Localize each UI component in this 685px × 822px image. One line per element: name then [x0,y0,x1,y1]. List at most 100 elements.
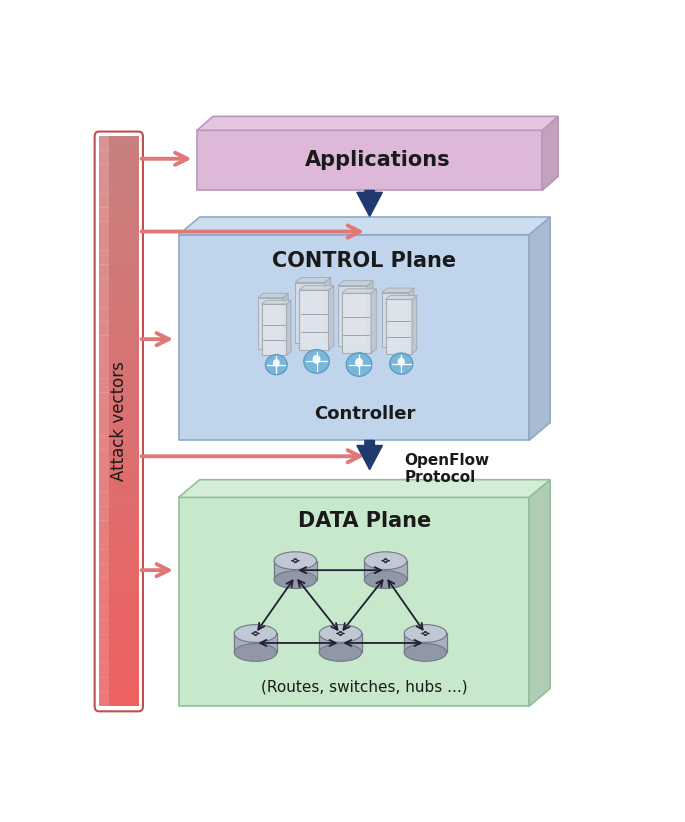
Bar [99,592,109,607]
Bar [99,392,109,407]
FancyBboxPatch shape [262,304,286,355]
Polygon shape [179,480,550,497]
Ellipse shape [364,552,407,570]
Bar [99,606,138,621]
Polygon shape [342,289,376,293]
Bar [99,335,138,350]
Ellipse shape [274,552,316,570]
Circle shape [313,355,320,363]
Polygon shape [412,295,416,353]
Bar [99,407,138,422]
Bar [99,364,109,379]
Bar [99,421,138,436]
Polygon shape [262,300,291,304]
Polygon shape [283,293,288,349]
Ellipse shape [234,644,277,662]
Bar [99,635,109,649]
Text: (Routes, switches, hubs ...): (Routes, switches, hubs ...) [261,680,468,695]
Polygon shape [295,278,331,283]
FancyBboxPatch shape [404,634,447,653]
FancyBboxPatch shape [382,293,408,347]
Polygon shape [529,480,550,706]
Bar [99,335,109,350]
Ellipse shape [303,349,329,373]
Bar [99,663,109,678]
Bar [99,164,109,179]
Polygon shape [197,117,558,131]
Bar [99,606,109,621]
Polygon shape [299,286,334,290]
Bar [99,620,138,635]
Bar [99,236,138,251]
Bar [99,164,138,179]
Bar [99,549,138,564]
Bar [99,392,138,407]
Polygon shape [408,288,414,347]
Bar [99,520,138,535]
Polygon shape [371,289,376,353]
Bar [99,492,138,507]
Polygon shape [529,217,550,441]
Bar [99,321,138,336]
Bar [99,136,138,151]
FancyBboxPatch shape [342,293,371,353]
Bar [99,264,138,279]
Bar [99,691,138,706]
Bar [99,478,138,492]
Bar [99,450,109,464]
Bar [99,663,138,678]
FancyArrow shape [357,191,382,216]
Polygon shape [382,288,414,293]
FancyBboxPatch shape [299,290,329,350]
Circle shape [398,358,404,365]
Bar [99,478,109,492]
Ellipse shape [404,625,447,642]
Bar [99,221,109,236]
Bar [99,464,138,478]
Bar [99,250,138,265]
Bar [99,506,138,521]
Bar [99,364,138,379]
Polygon shape [543,117,558,191]
Polygon shape [338,280,373,286]
Bar [99,236,109,251]
Bar [99,649,109,663]
Bar [99,506,109,521]
Bar [99,407,109,422]
Bar [99,279,138,293]
Bar [99,535,138,550]
Ellipse shape [319,625,362,642]
Circle shape [356,358,362,367]
Bar [99,293,109,307]
Bar [99,578,109,593]
FancyBboxPatch shape [274,561,316,580]
Bar [99,150,109,165]
Bar [99,492,109,507]
FancyBboxPatch shape [319,634,362,653]
Polygon shape [258,293,288,298]
Bar [99,450,138,464]
Bar [99,635,138,649]
FancyBboxPatch shape [295,283,324,343]
FancyBboxPatch shape [258,298,283,349]
Bar [99,178,109,194]
Bar [99,150,138,165]
Bar [99,349,138,364]
Polygon shape [179,235,529,441]
Text: CONTROL Plane: CONTROL Plane [272,251,456,270]
Bar [99,563,109,578]
Bar [99,620,109,635]
Polygon shape [286,300,291,355]
Text: Applications: Applications [305,150,451,170]
Polygon shape [324,278,331,343]
Bar [99,207,109,222]
Ellipse shape [390,353,413,374]
Bar [99,293,138,307]
FancyBboxPatch shape [386,299,412,353]
Polygon shape [179,217,550,235]
Bar [99,307,138,321]
Text: Controller: Controller [314,404,415,423]
Bar [99,691,109,706]
Polygon shape [179,497,529,706]
Bar [99,250,109,265]
